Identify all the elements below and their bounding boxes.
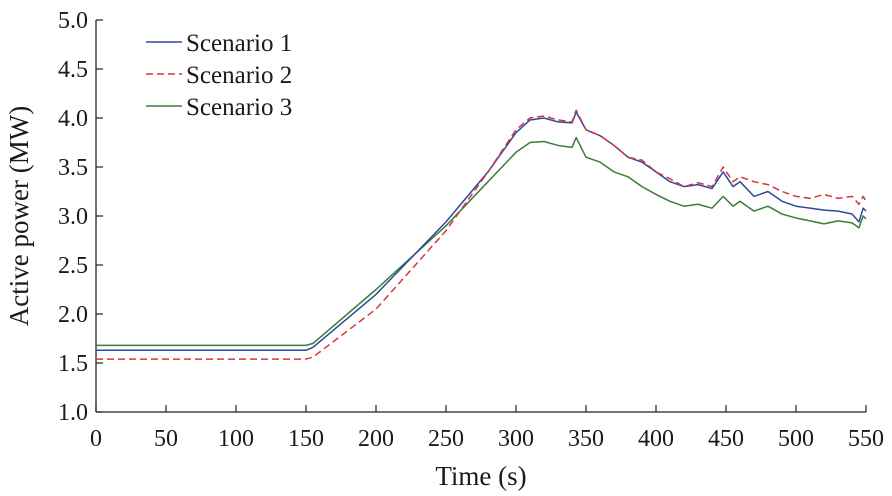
x-tick-label: 350: [568, 426, 604, 452]
y-tick-label: 2.0: [58, 302, 88, 328]
x-tick-label: 100: [218, 426, 254, 452]
x-tick-label: 0: [90, 426, 102, 452]
series-line-1: [96, 111, 867, 352]
y-tick-label: 2.5: [58, 253, 88, 279]
y-tick-label: 4.5: [58, 57, 88, 83]
x-ticks: 0 50 100 150 200 250 300 350 400 450 500 550: [90, 405, 884, 452]
x-axis-title: Time (s): [435, 461, 526, 491]
x-tick-label: 50: [154, 426, 178, 452]
x-tick-label: 300: [498, 426, 534, 452]
y-tick-label: 1.5: [58, 351, 88, 377]
y-tick-label: 3.0: [58, 204, 88, 230]
y-tick-label: 3.5: [58, 155, 88, 181]
x-tick-label: 550: [848, 426, 884, 452]
legend-label-3: Scenario 3: [186, 94, 292, 121]
x-tick-label: 250: [428, 426, 464, 452]
y-axis-title: Active power (MW): [4, 106, 34, 326]
x-tick-label: 500: [778, 426, 814, 452]
y-ticks: 1.0 1.5 2.0 2.5 3.0 3.5 4.0 4.5 5.0: [58, 8, 103, 426]
series-layer: [96, 109, 867, 360]
y-tick-label: 1.0: [58, 400, 88, 426]
x-tick-label: 400: [638, 426, 674, 452]
legend: Scenario 1 Scenario 2 Scenario 3: [146, 30, 292, 121]
x-tick-label: 150: [288, 426, 324, 452]
y-tick-label: 4.0: [58, 106, 88, 132]
legend-label-1: Scenario 1: [186, 30, 292, 57]
x-tick-label: 200: [358, 426, 394, 452]
series-line-3: [96, 136, 867, 347]
legend-label-2: Scenario 2: [186, 62, 292, 89]
series-line-2: [96, 109, 867, 360]
x-tick-label: 450: [708, 426, 744, 452]
y-tick-label: 5.0: [58, 8, 88, 34]
